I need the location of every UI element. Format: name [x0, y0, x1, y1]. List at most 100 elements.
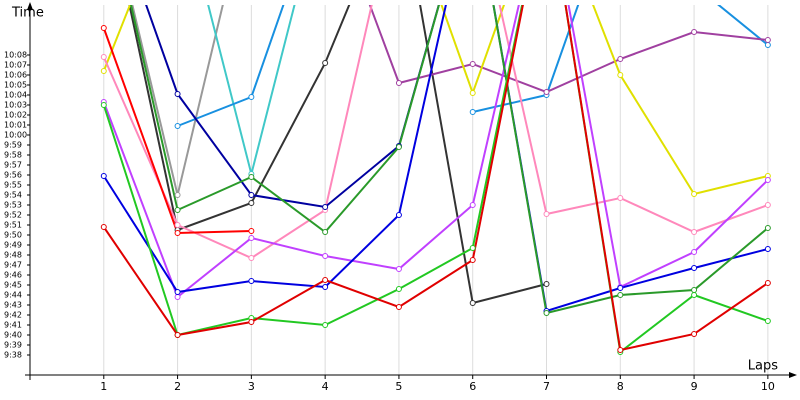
data-point	[543, 281, 550, 287]
data-point	[469, 257, 476, 263]
series-line	[102, 5, 769, 196]
y-tick-label: 10:08	[4, 51, 27, 60]
data-point	[100, 224, 107, 230]
y-axis-label: Time	[11, 6, 44, 21]
y-axis-arrow	[27, 2, 33, 10]
data-point	[469, 109, 476, 115]
y-tick-label: 10:01	[4, 121, 27, 130]
y-tick-label: 9:58	[4, 151, 22, 160]
data-point	[395, 144, 402, 150]
data-point	[248, 174, 255, 180]
data-point	[764, 42, 771, 48]
data-point	[100, 25, 107, 31]
y-tick-label: 9:55	[4, 181, 22, 190]
data-point	[322, 60, 329, 66]
data-point	[617, 195, 624, 201]
data-point	[764, 280, 771, 286]
data-point	[248, 192, 255, 198]
x-tick-label: 1	[100, 380, 107, 393]
data-point	[322, 284, 329, 290]
data-point	[174, 222, 181, 228]
data-point	[322, 229, 329, 235]
data-point	[395, 212, 402, 218]
plot-area	[100, 5, 771, 355]
y-tick-label: 9:46	[4, 271, 22, 280]
series-line	[102, 5, 769, 260]
y-tick-label: 9:47	[4, 261, 22, 270]
x-tick-label: 8	[617, 380, 624, 393]
y-tick-label: 9:59	[4, 141, 22, 150]
data-point	[617, 347, 624, 353]
data-point	[248, 235, 255, 241]
data-point	[248, 94, 255, 100]
data-point	[248, 228, 255, 234]
data-point	[174, 289, 181, 295]
x-tick-label: 6	[469, 380, 476, 393]
data-point	[395, 304, 402, 310]
data-point	[248, 200, 255, 206]
y-tick-label: 9:52	[4, 211, 22, 220]
data-point	[691, 29, 698, 35]
data-point	[100, 102, 107, 108]
x-tick-label: 10	[761, 380, 775, 393]
x-tick-label: 5	[395, 380, 402, 393]
y-tick-label: 9:50	[4, 231, 22, 240]
data-point	[691, 292, 698, 298]
data-point	[322, 277, 329, 283]
data-point	[617, 285, 624, 291]
y-tick-label: 10:05	[4, 81, 27, 90]
data-point	[764, 177, 771, 183]
x-axis-label: Laps	[748, 359, 778, 374]
y-tick-label: 10:06	[4, 71, 27, 80]
data-point	[543, 89, 550, 95]
data-point	[469, 61, 476, 67]
y-tick-label: 9:39	[4, 341, 22, 350]
data-point	[764, 225, 771, 231]
data-point	[395, 266, 402, 272]
y-tick-label: 10:00	[4, 131, 27, 140]
data-point	[617, 292, 624, 298]
data-point	[322, 204, 329, 210]
data-point	[764, 246, 771, 252]
y-tick-label: 9:38	[4, 351, 22, 360]
series-line	[102, 5, 769, 299]
data-point	[691, 287, 698, 293]
data-point	[764, 202, 771, 208]
y-tick-label: 10:07	[4, 61, 27, 70]
x-tick-label: 4	[322, 380, 329, 393]
x-tick-label: 3	[248, 380, 255, 393]
data-point	[100, 54, 107, 60]
data-point	[174, 294, 181, 300]
data-point	[691, 249, 698, 255]
x-tick-label: 2	[174, 380, 181, 393]
data-point	[691, 229, 698, 235]
data-point	[248, 255, 255, 261]
series-line	[130, 5, 769, 315]
y-tick-label: 9:42	[4, 311, 22, 320]
y-tick-label: 9:44	[4, 291, 22, 300]
y-tick-label: 9:48	[4, 251, 22, 260]
data-point	[469, 90, 476, 96]
data-point	[764, 37, 771, 43]
data-point	[395, 286, 402, 292]
data-point	[469, 245, 476, 251]
data-point	[469, 202, 476, 208]
data-point	[543, 310, 550, 316]
y-tick-label: 9:41	[4, 321, 22, 330]
y-tick-label: 9:54	[4, 191, 22, 200]
data-point	[764, 318, 771, 324]
data-point	[543, 211, 550, 217]
data-point	[100, 173, 107, 179]
data-point	[174, 332, 181, 338]
y-tick-label: 9:45	[4, 281, 22, 290]
data-point	[248, 319, 255, 325]
y-tick-label: 9:49	[4, 241, 22, 250]
data-point	[395, 80, 402, 86]
data-point	[174, 192, 181, 198]
series-line	[102, 5, 769, 313]
y-tick-label: 10:02	[4, 111, 27, 120]
data-point	[174, 207, 181, 213]
series-line	[102, 5, 769, 354]
